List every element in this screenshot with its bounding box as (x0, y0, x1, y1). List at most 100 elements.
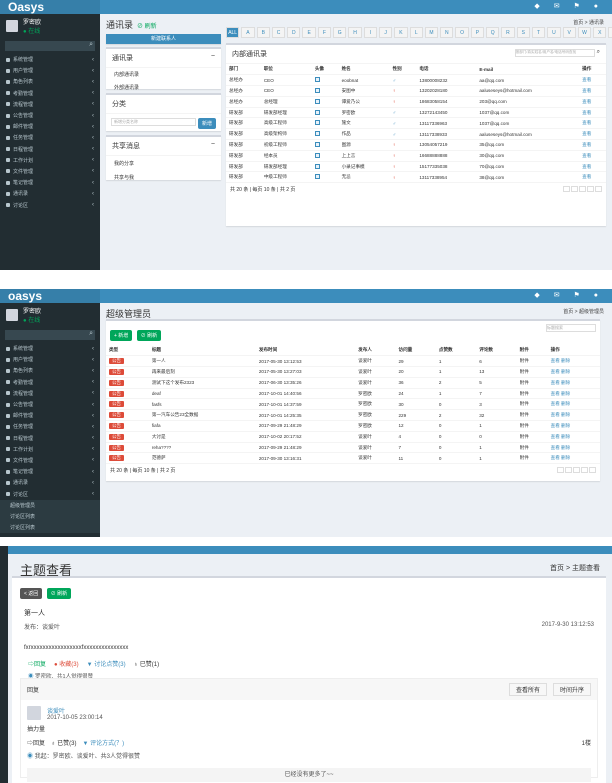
letter-filter-w[interactable]: W (577, 27, 592, 38)
letter-filter-k[interactable]: K (394, 27, 408, 38)
sidebar-item[interactable]: 用户管理 (0, 65, 100, 76)
letter-filter-e[interactable]: E (302, 27, 316, 38)
like-action[interactable]: ♁ 已赞(1) (133, 662, 160, 668)
sidebar-item[interactable]: 公告管理 (0, 110, 100, 121)
new-contact-button[interactable]: 新建联系人 (106, 34, 221, 44)
sidebar-item[interactable]: 流程管理 (0, 99, 100, 110)
sidebar-item[interactable]: 邮件管理 (0, 410, 100, 421)
favorite-action[interactable]: ● 收藏(3) (54, 662, 79, 668)
view-link[interactable]: 查看 (582, 131, 592, 137)
column-header[interactable]: 标题 (148, 345, 256, 357)
view-link[interactable]: 查看 (582, 174, 592, 180)
sidebar-item[interactable]: 邮件管理 (0, 121, 100, 132)
sidebar-item[interactable]: 考勤管理 (0, 377, 100, 388)
refresh-link[interactable]: ⊘ 刷新 (137, 24, 157, 30)
group-item-internal[interactable]: 内部通讯录 (114, 72, 140, 78)
row-actions[interactable]: 查看 删除 (550, 379, 571, 385)
column-header[interactable]: 访问量 (395, 345, 436, 357)
reply-reply-action[interactable]: ⇨回复 (27, 741, 46, 747)
view-link[interactable]: 查看 (582, 152, 592, 158)
new-button[interactable]: + 新增 (110, 330, 133, 341)
letter-filter-v[interactable]: V (562, 27, 576, 38)
attachment-link[interactable]: 附件 (519, 368, 529, 374)
share-item-mine[interactable]: 我的分享 (114, 161, 135, 167)
reply-user[interactable]: 谈爱叶 (47, 709, 66, 715)
view-link[interactable]: 查看 (582, 120, 592, 126)
letter-filter-t[interactable]: T (531, 27, 546, 38)
sidebar-subitem[interactable]: 讨论区列表 (0, 510, 100, 522)
filter-select[interactable]: 查看所有 (508, 683, 547, 696)
view-link[interactable]: 查看 (582, 98, 592, 104)
sidebar-item[interactable]: 文件管理 (0, 455, 100, 466)
letter-filter-u[interactable]: U (547, 27, 561, 38)
sidebar-item[interactable]: 公告管理 (0, 399, 100, 410)
row-actions[interactable]: 查看 删除 (550, 401, 571, 407)
pagination[interactable] (562, 186, 602, 194)
sidebar-item[interactable]: 考勤管理 (0, 88, 100, 99)
letter-filter-i[interactable]: I (363, 27, 377, 38)
add-category-button[interactable]: 新增 (197, 118, 216, 129)
sidebar-item[interactable]: 讨论区 (0, 488, 100, 499)
breadcrumb[interactable]: 首页 > 主题查看 (550, 565, 600, 572)
sidebar-item[interactable]: 文件管理 (0, 166, 100, 177)
contact-search-input[interactable]: 按部门/真实姓名/用户名/电话号码查找 (514, 49, 595, 57)
search-icon[interactable]: ⌕ (89, 41, 93, 48)
column-header[interactable]: 评论数 (476, 345, 517, 357)
column-header[interactable]: 性别 (389, 64, 417, 76)
collapse-icon[interactable]: − (210, 141, 215, 148)
back-button[interactable]: < 返回 (20, 588, 43, 599)
collapse-icon[interactable]: − (210, 53, 215, 60)
attachment-link[interactable]: 附件 (519, 379, 529, 385)
breadcrumb[interactable]: 首页 > 超级管理员 (563, 309, 604, 315)
attachment-link[interactable]: 附件 (519, 401, 529, 407)
view-link[interactable]: 查看 (582, 109, 592, 115)
sidebar-item[interactable]: 任务管理 (0, 421, 100, 432)
letter-filter-j[interactable]: J (378, 27, 393, 38)
letter-filter-m[interactable]: M (424, 27, 439, 38)
reply-action[interactable]: ⇨回复 (28, 662, 47, 668)
column-header[interactable]: 发布时间 (255, 345, 356, 357)
load-more[interactable]: 已经没有更多了~~ (27, 768, 591, 782)
column-header[interactable]: 附件 (516, 345, 548, 357)
search-icon[interactable]: ⌕ (596, 49, 600, 55)
navbar-icons[interactable]: ◆ ✉ ⚑ ● (534, 292, 604, 299)
discuss-action[interactable]: ▼ 讨论点赞(3) (86, 662, 126, 668)
attachment-link[interactable]: 附件 (519, 422, 529, 428)
letter-filter-s[interactable]: S (516, 27, 530, 38)
view-link[interactable]: 查看 (582, 87, 592, 93)
sidebar-search[interactable]: ⌕ (5, 41, 95, 51)
letter-filter-n[interactable]: N (440, 27, 454, 38)
refresh-button[interactable]: ⊘ 刷新 (46, 588, 72, 599)
sidebar-item[interactable]: 任务管理 (0, 132, 100, 143)
pagination[interactable] (556, 467, 596, 475)
sidebar-item[interactable]: 笔记管理 (0, 177, 100, 188)
letter-filter-b[interactable]: B (256, 27, 270, 38)
column-header[interactable]: 类型 (106, 345, 149, 357)
sidebar-item[interactable]: 系统管理 (0, 343, 100, 354)
reply-comment-action[interactable]: ▼ 评论方式(？) (82, 741, 125, 747)
row-actions[interactable]: 查看 删除 (550, 412, 571, 418)
view-link[interactable]: 查看 (582, 163, 592, 169)
letter-filter-g[interactable]: G (333, 27, 347, 38)
group-item-external[interactable]: 外部通讯录 (114, 85, 140, 91)
sidebar-item[interactable]: 日程管理 (0, 433, 100, 444)
breadcrumb[interactable]: 首页 > 通讯录 (573, 20, 604, 26)
column-header[interactable]: 部门 (226, 64, 261, 76)
row-actions[interactable]: 查看 删除 (550, 455, 571, 461)
column-header[interactable]: 操作 (547, 345, 600, 357)
sidebar-item[interactable]: 角色列表 (0, 76, 100, 87)
column-header[interactable]: 操作 (579, 64, 606, 76)
view-link[interactable]: 查看 (582, 141, 592, 147)
category-input[interactable]: 新增分类名称 (111, 118, 196, 126)
letter-filter-h[interactable]: H (348, 27, 362, 38)
row-actions[interactable]: 查看 删除 (550, 444, 571, 450)
letter-filter-l[interactable]: L (409, 27, 423, 38)
sidebar-item[interactable]: 系统管理 (0, 54, 100, 65)
column-header[interactable]: 发布人 (355, 345, 396, 357)
attachment-link[interactable]: 附件 (519, 444, 529, 450)
letter-filter-f[interactable]: F (317, 27, 332, 38)
column-header[interactable]: 点赞数 (435, 345, 477, 357)
letter-filter-o[interactable]: O (455, 27, 469, 38)
search-icon[interactable]: ⌕ (89, 330, 93, 337)
sidebar-search[interactable]: ⌕ (5, 330, 95, 340)
